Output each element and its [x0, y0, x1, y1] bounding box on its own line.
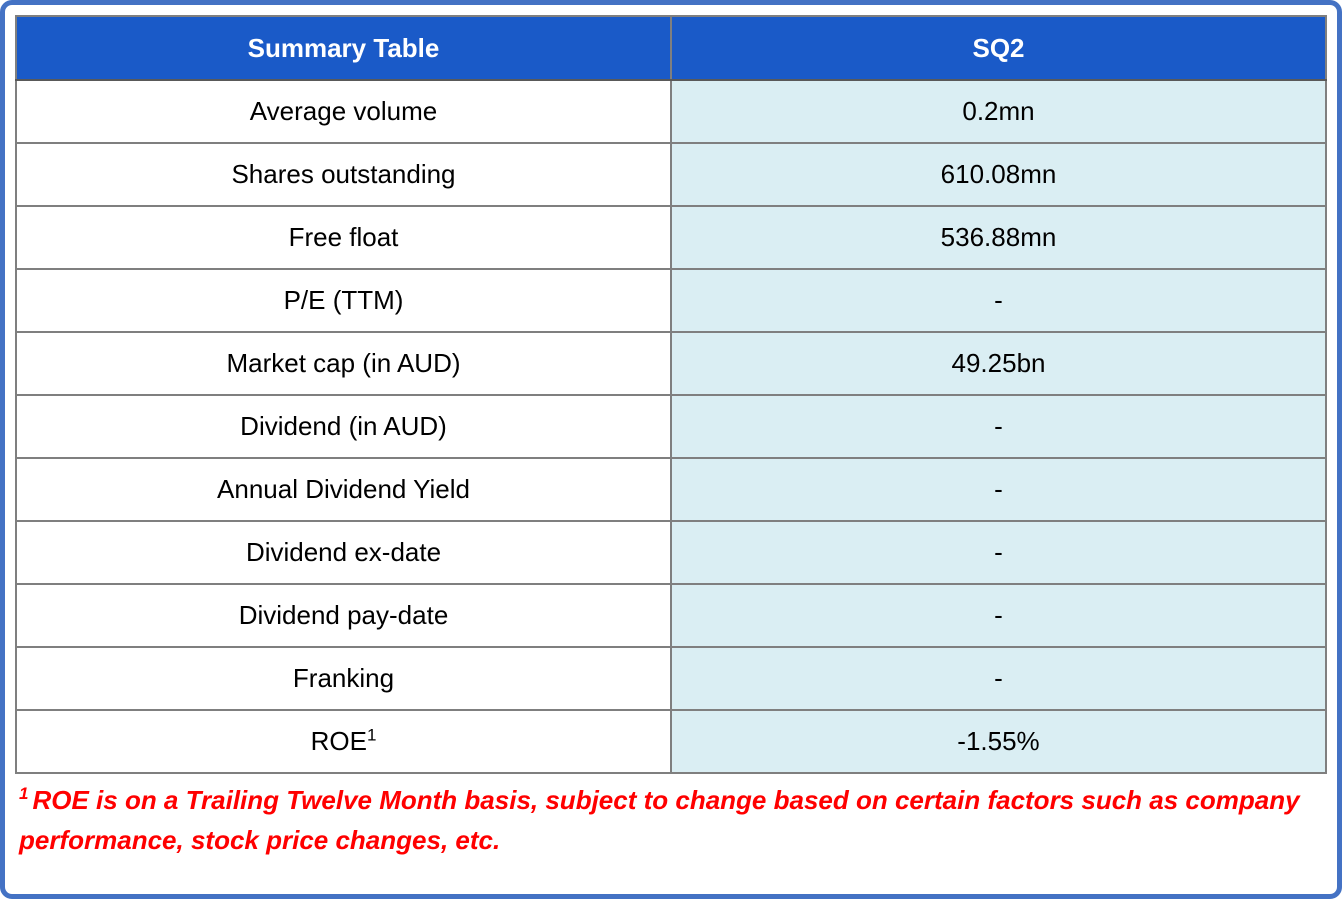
- metric-label-cell: P/E (TTM): [15, 268, 672, 333]
- header-cell-metric: Summary Table: [15, 15, 672, 81]
- metric-value: -: [994, 663, 1003, 693]
- metric-label: Dividend ex-date: [245, 537, 442, 567]
- metric-value-cell: -: [670, 268, 1327, 333]
- metric-value: 0.2mn: [962, 96, 1035, 126]
- table-row: ROE1 -1.55%: [15, 709, 1327, 774]
- metric-value-cell: -: [670, 457, 1327, 522]
- metric-label: Dividend pay-date: [238, 600, 449, 630]
- metric-value: -: [994, 537, 1003, 567]
- metric-label-cell: Franking: [15, 646, 672, 711]
- header-row: Summary Table SQ2: [15, 15, 1327, 81]
- table-row: Dividend pay-date -: [15, 583, 1327, 648]
- metric-value-cell: -: [670, 646, 1327, 711]
- metric-value-cell: -1.55%: [670, 709, 1327, 774]
- metric-label: Average volume: [249, 96, 438, 126]
- metric-value-cell: 536.88mn: [670, 205, 1327, 270]
- metric-value: -: [994, 600, 1003, 630]
- metric-label: Shares outstanding: [231, 159, 456, 189]
- metric-label: ROE: [310, 726, 367, 756]
- metric-label: Dividend (in AUD): [240, 411, 447, 441]
- metric-label-superscript: 1: [366, 725, 377, 745]
- table-row: P/E (TTM) -: [15, 268, 1327, 333]
- table-row: Dividend ex-date -: [15, 520, 1327, 585]
- metric-value-cell: 0.2mn: [670, 79, 1327, 144]
- table-row: Dividend (in AUD) -: [15, 394, 1327, 459]
- metric-value: 610.08mn: [940, 159, 1057, 189]
- summary-table: Summary Table SQ2 Average volume 0.2mn Sha…: [15, 15, 1327, 774]
- metric-label-cell: Market cap (in AUD): [15, 331, 672, 396]
- footnote-text: ROE is on a Trailing Twelve Month basis,…: [19, 785, 1300, 856]
- metric-value-cell: -: [670, 520, 1327, 585]
- table-row: Shares outstanding 610.08mn: [15, 142, 1327, 207]
- metric-label: P/E (TTM): [283, 285, 404, 315]
- header-cell-ticker: SQ2: [670, 15, 1327, 81]
- metric-label-cell: Dividend (in AUD): [15, 394, 672, 459]
- metric-label: Free float: [288, 222, 399, 252]
- metric-value-cell: 49.25bn: [670, 331, 1327, 396]
- summary-table-body: Average volume 0.2mn Shares outstanding 610…: [15, 79, 1327, 774]
- table-row: Free float 536.88mn: [15, 205, 1327, 270]
- metric-value: -: [994, 411, 1003, 441]
- metric-label: Annual Dividend Yield: [217, 474, 470, 504]
- metric-label-cell: Dividend pay-date: [15, 583, 672, 648]
- metric-label-cell: ROE1: [15, 709, 672, 774]
- metric-value-cell: -: [670, 394, 1327, 459]
- metric-label-cell: Average volume: [15, 79, 672, 144]
- metric-label: Franking: [292, 663, 395, 693]
- table-row: Average volume 0.2mn: [15, 79, 1327, 144]
- metric-label-cell: Shares outstanding: [15, 142, 672, 207]
- header-metric-label: Summary Table: [247, 32, 440, 63]
- metric-label-cell: Dividend ex-date: [15, 520, 672, 585]
- metric-value: -1.55%: [957, 726, 1040, 756]
- metric-value: 536.88mn: [940, 222, 1057, 252]
- header-ticker-label: SQ2: [972, 32, 1025, 63]
- metric-value-cell: 610.08mn: [670, 142, 1327, 207]
- metric-label-cell: Annual Dividend Yield: [15, 457, 672, 522]
- metric-value-cell: -: [670, 583, 1327, 648]
- footnote-superscript: 1: [19, 784, 29, 804]
- metric-label-cell: Free float: [15, 205, 672, 270]
- table-row: Market cap (in AUD) 49.25bn: [15, 331, 1327, 396]
- metric-label: Market cap (in AUD): [226, 348, 461, 378]
- table-row: Franking -: [15, 646, 1327, 711]
- summary-table-header: Summary Table SQ2: [15, 15, 1327, 81]
- metric-value: -: [994, 285, 1003, 315]
- footnote: 1 ROE is on a Trailing Twelve Month basis…: [19, 780, 1323, 861]
- metric-value: 49.25bn: [951, 348, 1046, 378]
- metric-value: -: [994, 474, 1003, 504]
- table-row: Annual Dividend Yield -: [15, 457, 1327, 522]
